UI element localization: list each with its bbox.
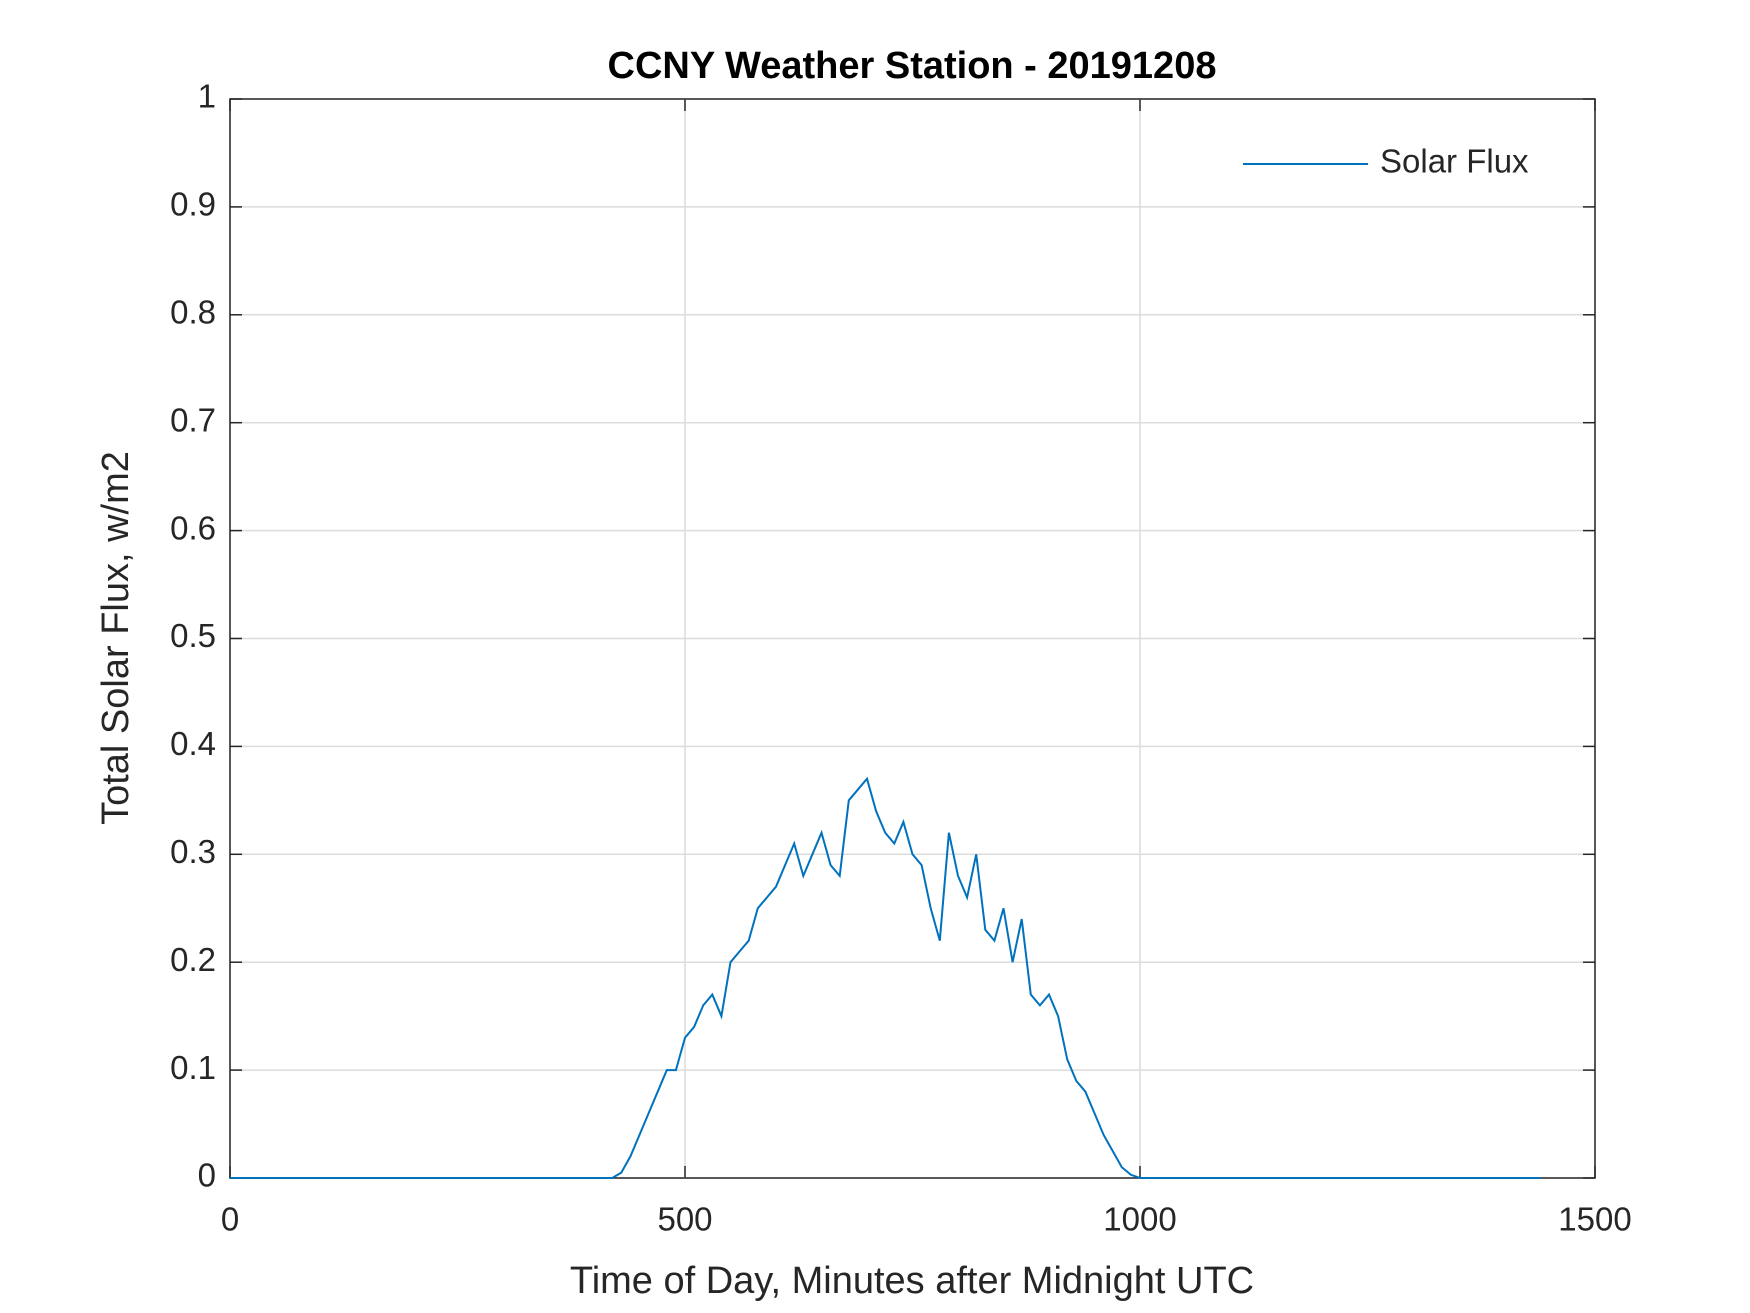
x-tick-label: 1500 <box>1558 1201 1631 1238</box>
y-tick-label: 0.1 <box>170 1049 216 1086</box>
x-tick-label: 1000 <box>1103 1201 1176 1238</box>
x-tick-label: 500 <box>657 1201 712 1238</box>
x-axis-label: Time of Day, Minutes after Midnight UTC <box>570 1260 1254 1302</box>
y-tick-label: 0.8 <box>170 294 216 331</box>
y-axis-label: Total Solar Flux, w/m2 <box>95 451 137 825</box>
chart-title: CCNY Weather Station - 20191208 <box>608 45 1217 87</box>
y-tick-label: 0 <box>198 1157 216 1194</box>
y-tick-label: 0.9 <box>170 186 216 223</box>
plot-frame <box>229 98 1596 1179</box>
y-tick-label: 0.3 <box>170 833 216 870</box>
y-tick-label: 0.7 <box>170 401 216 438</box>
data-line <box>230 776 1541 1179</box>
y-tick-label: 0.2 <box>170 941 216 978</box>
y-tick-label: 0.6 <box>170 509 216 546</box>
x-tick-label: 0 <box>221 1201 239 1238</box>
y-tick-label: 1 <box>198 78 216 115</box>
y-tick-label: 0.4 <box>170 725 216 762</box>
y-tick-label: 0.5 <box>170 617 216 654</box>
legend-label: Solar Flux <box>1380 143 1529 180</box>
